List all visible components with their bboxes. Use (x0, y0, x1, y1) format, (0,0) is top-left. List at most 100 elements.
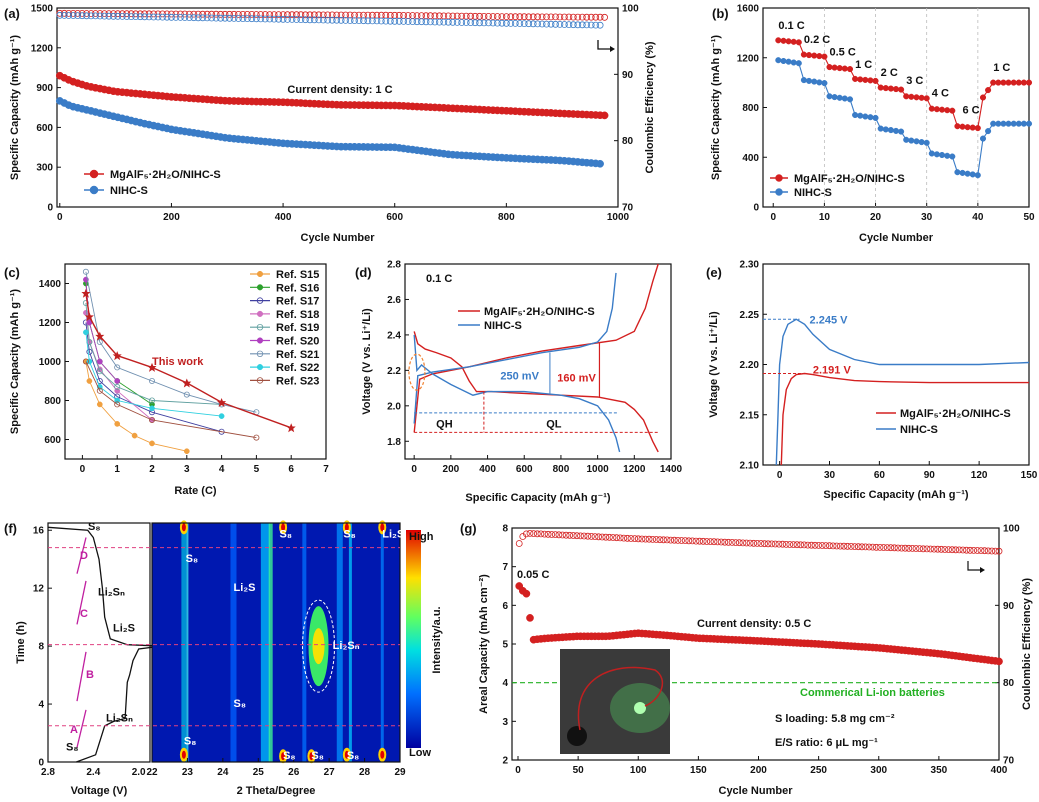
data-point-b1 (775, 57, 782, 64)
data-point-g1 (548, 531, 556, 538)
x-axis-label-e: Specific Capacity (mAh g⁻¹) (823, 489, 969, 501)
panel-label-a: (a) (4, 6, 20, 21)
rate-label-b: 4 C (932, 88, 949, 100)
data-point-a3 (159, 13, 166, 21)
y2-tick-label: 100 (622, 4, 639, 15)
data-point-a3 (364, 17, 372, 25)
data-point-g1 (667, 536, 675, 544)
data-point-a2 (154, 10, 162, 18)
x-tick-label: 27 (324, 767, 336, 778)
data-point-a3 (391, 17, 399, 25)
data-point-a2 (547, 13, 555, 21)
data-point-a2 (489, 13, 497, 20)
data-point-a2 (561, 13, 568, 21)
data-point-a3 (297, 16, 305, 24)
y2-tick-label: 70 (622, 203, 634, 214)
data-point-a2 (60, 9, 68, 17)
data-point-c0 (86, 378, 93, 384)
peak-label-blue: 2.245 V (810, 314, 849, 326)
y-tick-label: 600 (36, 123, 53, 134)
data-point-a3 (574, 21, 582, 29)
panel-label-d: (d) (355, 265, 372, 280)
heatmap-blob-core (312, 628, 325, 665)
data-point-a2 (194, 10, 202, 18)
data-point-g1 (616, 534, 624, 542)
y2-tick-label: 80 (622, 136, 634, 147)
data-point-a2 (592, 13, 600, 21)
x-tick-label: 600 (516, 464, 533, 475)
y-tick-label: 16 (33, 526, 45, 537)
x-tick-label: 1000 (586, 464, 609, 475)
heatmap-streak (348, 523, 352, 762)
plot-frame-d (404, 263, 672, 460)
data-point-b1 (887, 127, 894, 134)
data-point-g1 (707, 538, 714, 545)
data-point-c6 (114, 364, 121, 371)
y-tick-label: 1600 (737, 4, 760, 15)
x-tick-label: 20 (870, 212, 882, 223)
data-point-a3 (324, 16, 332, 24)
x-tick-label: 350 (931, 765, 948, 776)
y-tick-label: 8 (502, 524, 508, 535)
x-tick-label: 4 (219, 464, 225, 475)
legend-marker-a (89, 185, 99, 195)
y-tick-label: 2.4 (387, 330, 401, 341)
data-point-c6 (183, 391, 190, 398)
data-point-g1 (970, 547, 978, 554)
data-point-b1 (872, 114, 879, 121)
phase-label-heatmap: S₈ (184, 736, 197, 748)
data-point-g1 (800, 541, 808, 549)
data-point-b0 (775, 37, 782, 44)
data-point-a3 (172, 13, 180, 21)
x-tick-label: 26 (288, 767, 300, 778)
data-point-a3 (293, 16, 300, 23)
data-point-b1 (913, 138, 920, 145)
heatmap-hotspot-core (344, 750, 349, 759)
y-axis-label-d: Voltage (V vs. Li⁺/Li) (361, 308, 373, 415)
data-point-b0 (867, 77, 874, 84)
y-tick-label: 5 (502, 640, 508, 651)
x-tick-label: 2.8 (41, 767, 55, 778)
x-tick-label: 400 (991, 765, 1008, 776)
data-point-a2 (511, 13, 519, 21)
phase-label-heatmap: S₈ (186, 553, 199, 565)
data-point-a3 (426, 18, 434, 26)
data-point-g1 (523, 530, 530, 538)
data-point-b0 (872, 77, 879, 84)
data-point-g1 (670, 536, 678, 544)
data-point-a2 (578, 13, 586, 21)
data-point-b1 (826, 93, 833, 100)
data-point-a3 (360, 17, 367, 25)
legend-marker-c (256, 284, 264, 291)
data-point-b0 (857, 76, 864, 83)
legend-marker-a (89, 169, 99, 179)
data-point-g1 (836, 542, 844, 550)
series-line-e (775, 318, 1030, 466)
data-point-a3 (252, 15, 260, 23)
data-point-g0 (526, 614, 534, 622)
data-point-b1 (959, 169, 966, 176)
legend-label-b: MgAlF₅·2H₂O/NIHC-S (794, 173, 905, 185)
heatmap-hotspot-core (344, 523, 349, 532)
heatmap-hotspot-core (380, 523, 385, 532)
colorbar (406, 530, 421, 748)
data-point-b1 (985, 128, 992, 135)
series-line-c (85, 302, 222, 405)
data-point-g1 (764, 540, 772, 548)
data-point-g1 (811, 541, 819, 549)
phase-label-f: Li₂Sₙ (98, 586, 125, 598)
data-point-a2 (587, 13, 595, 21)
y-tick-label: 6 (502, 601, 508, 612)
data-point-g1 (689, 537, 696, 545)
data-point-a2 (199, 10, 207, 18)
data-point-a2 (212, 10, 220, 18)
data-point-a3 (386, 17, 394, 25)
data-point-a2 (529, 13, 537, 21)
data-point-a2 (471, 12, 479, 20)
data-point-a3 (547, 20, 555, 28)
legend-label-e: NIHC-S (900, 424, 938, 436)
data-point-g1 (569, 532, 577, 539)
x-tick-label: 29 (394, 767, 406, 778)
data-point-a2 (306, 11, 314, 19)
data-point-a2 (507, 13, 515, 21)
